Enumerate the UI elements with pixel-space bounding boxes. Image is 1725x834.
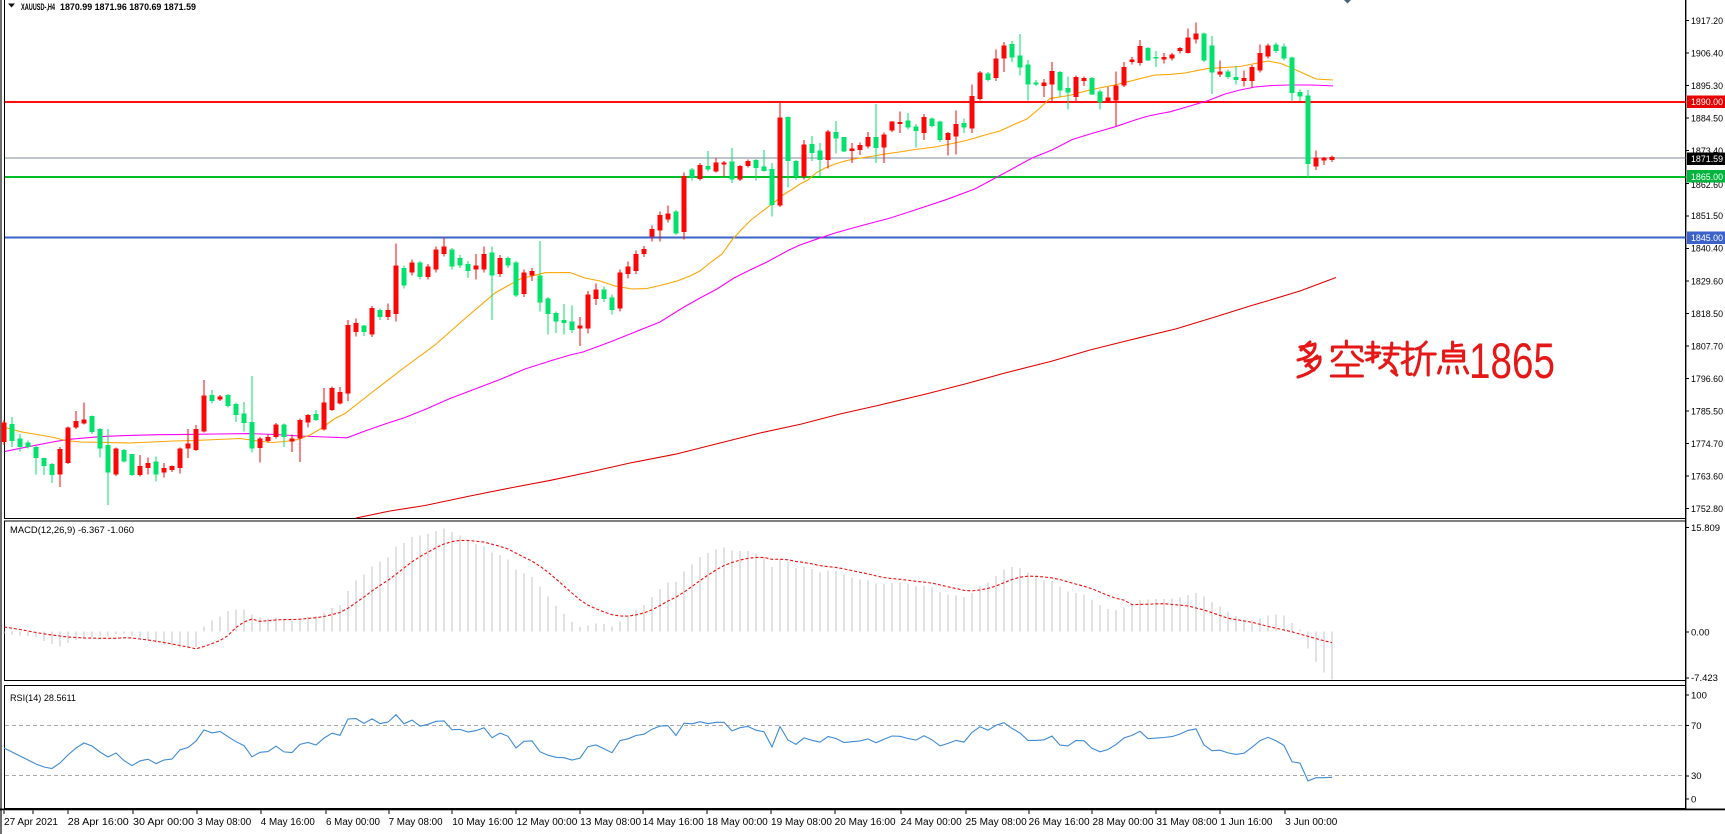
svg-text:1890.00: 1890.00 xyxy=(1691,97,1723,108)
svg-text:4 May 16:00: 4 May 16:00 xyxy=(261,817,315,828)
svg-text:1785.50: 1785.50 xyxy=(1691,406,1723,417)
svg-text:1796.60: 1796.60 xyxy=(1691,374,1723,385)
svg-text:24 May 00:00: 24 May 00:00 xyxy=(901,817,962,828)
svg-text:26 May 16:00: 26 May 16:00 xyxy=(1029,817,1090,828)
svg-text:-7.423: -7.423 xyxy=(1691,673,1718,684)
svg-text:1845.00: 1845.00 xyxy=(1691,233,1723,244)
svg-text:100: 100 xyxy=(1691,690,1707,701)
svg-text:1807.70: 1807.70 xyxy=(1691,341,1723,352)
svg-text:30: 30 xyxy=(1691,771,1702,782)
svg-text:28 May 00:00: 28 May 00:00 xyxy=(1093,817,1154,828)
svg-text:1884.50: 1884.50 xyxy=(1691,114,1723,125)
svg-text:1818.50: 1818.50 xyxy=(1691,309,1723,320)
svg-text:6 May 00:00: 6 May 00:00 xyxy=(326,817,380,828)
svg-text:1763.60: 1763.60 xyxy=(1691,472,1723,483)
svg-text:1774.70: 1774.70 xyxy=(1691,439,1723,450)
svg-text:7 May 08:00: 7 May 08:00 xyxy=(389,817,443,828)
svg-text:3 Jun 00:00: 3 Jun 00:00 xyxy=(1285,817,1337,828)
svg-text:13 May 08:00: 13 May 08:00 xyxy=(580,817,641,828)
svg-text:1873.40: 1873.40 xyxy=(1691,146,1723,157)
svg-text:1851.50: 1851.50 xyxy=(1691,211,1723,222)
svg-text:1865.00: 1865.00 xyxy=(1691,172,1723,183)
svg-text:25 May 08:00: 25 May 08:00 xyxy=(966,817,1027,828)
svg-text:1917.20: 1917.20 xyxy=(1691,16,1723,27)
svg-text:28 Apr 16:00: 28 Apr 16:00 xyxy=(68,817,129,828)
svg-text:1 Jun 16:00: 1 Jun 16:00 xyxy=(1220,817,1272,828)
svg-text:31 May 08:00: 31 May 08:00 xyxy=(1156,817,1217,828)
svg-text:1870.99 1871.96 1870.69 1871.5: 1870.99 1871.96 1870.69 1871.59 xyxy=(60,2,196,12)
svg-text:19 May 08:00: 19 May 08:00 xyxy=(771,817,832,828)
svg-text:10 May 16:00: 10 May 16:00 xyxy=(452,817,513,828)
svg-text:1840.40: 1840.40 xyxy=(1691,244,1723,255)
svg-text:1871.59: 1871.59 xyxy=(1691,154,1723,165)
svg-text:1865: 1865 xyxy=(1469,333,1555,389)
svg-text:14 May 16:00: 14 May 16:00 xyxy=(643,817,704,828)
svg-text:1895.30: 1895.30 xyxy=(1691,81,1723,92)
svg-text:RSI(14) 28.5611: RSI(14) 28.5611 xyxy=(10,693,76,704)
svg-text:1862.60: 1862.60 xyxy=(1691,180,1723,191)
svg-text:3 May 08:00: 3 May 08:00 xyxy=(197,817,251,828)
svg-text:1752.80: 1752.80 xyxy=(1691,504,1723,515)
svg-text:27 Apr 2021: 27 Apr 2021 xyxy=(4,817,58,828)
svg-text:18 May 00:00: 18 May 00:00 xyxy=(707,817,768,828)
svg-text:30 Apr 00:00: 30 Apr 00:00 xyxy=(133,817,194,828)
svg-text:12 May 00:00: 12 May 00:00 xyxy=(516,817,577,828)
svg-text:70: 70 xyxy=(1691,721,1702,732)
svg-text:1906.40: 1906.40 xyxy=(1691,49,1723,60)
svg-text:0.00: 0.00 xyxy=(1691,627,1710,638)
svg-text:1829.60: 1829.60 xyxy=(1691,276,1723,287)
svg-text:15.809: 15.809 xyxy=(1691,523,1720,534)
svg-text:20 May 16:00: 20 May 16:00 xyxy=(835,817,896,828)
svg-text:0: 0 xyxy=(1691,794,1696,805)
svg-text:MACD(12,26,9) -6.367 -1.060: MACD(12,26,9) -6.367 -1.060 xyxy=(10,525,134,536)
svg-text:XAUUSD-,H4: XAUUSD-,H4 xyxy=(21,2,55,12)
